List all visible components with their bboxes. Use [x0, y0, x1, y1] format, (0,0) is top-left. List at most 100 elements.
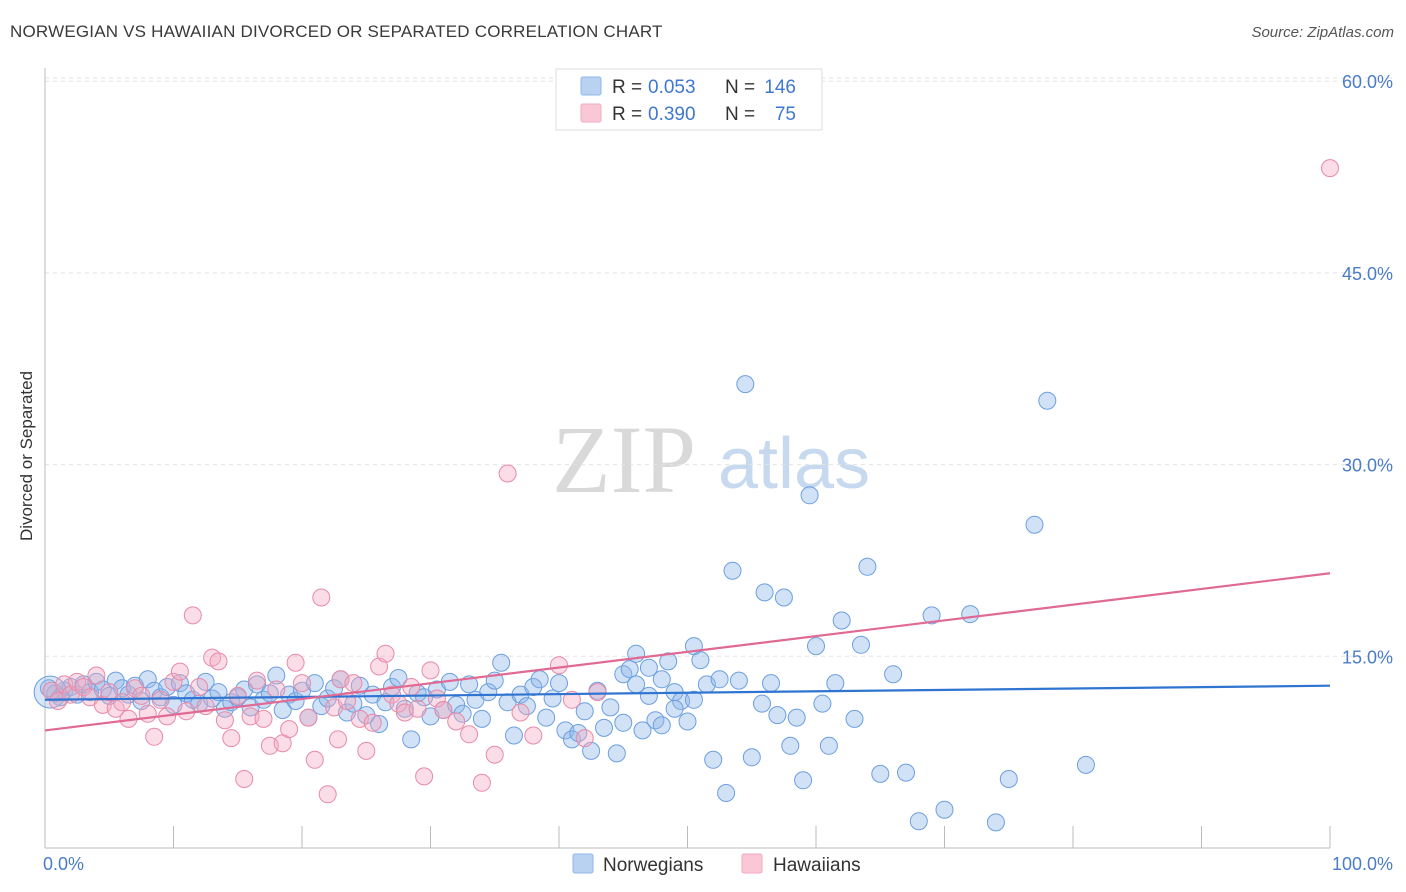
hawaiian-point [1321, 159, 1339, 178]
watermark-atlas: atlas [718, 424, 870, 504]
norwegian-point [723, 561, 742, 580]
hawaiian-point [485, 745, 504, 764]
norwegian-point [505, 726, 523, 745]
norwegian-point [710, 670, 729, 689]
hawaiian-point [415, 767, 434, 786]
hawaiian-point [87, 666, 106, 685]
hawaiian-point [472, 773, 491, 792]
y-tick-label: 15.0% [1342, 647, 1393, 667]
hawaiian-point [344, 674, 363, 693]
norwegian-point [794, 771, 813, 790]
norwegian-point [267, 666, 286, 685]
series-legend: Norwegians Hawaiians [572, 853, 861, 876]
hawaiians-trend-line [44, 572, 1331, 732]
x-tick-label-min: 0.0% [43, 854, 84, 874]
hawaiian-point [511, 703, 530, 722]
legend-n-label-1: N = [725, 77, 755, 98]
norwegian-point [832, 611, 851, 630]
norwegians-trend-line [44, 684, 1331, 701]
stats-legend: R = 0.053 N = 146 R = 0.390 N = 75 [555, 68, 823, 131]
hawaiian-point [132, 686, 151, 705]
norwegian-point [819, 736, 838, 755]
norwegian-point [472, 709, 491, 728]
hawaiian-point [209, 652, 228, 671]
norwegian-point [633, 721, 652, 740]
norwegian-point [575, 702, 594, 721]
hawaiian-point [125, 679, 144, 698]
hawaiian-point [562, 690, 581, 709]
grid: 15.0% 30.0% 45.0% 60.0% [45, 72, 1393, 667]
norwegian-point [620, 660, 639, 679]
norwegian-point [370, 715, 389, 733]
norwegian-point [517, 697, 536, 716]
hawaiian-point [447, 712, 466, 731]
hawaiian-point [434, 701, 453, 719]
hawaiian-point [228, 686, 247, 705]
hawaiian-point [376, 644, 395, 663]
norwegian-point [884, 665, 903, 684]
norwegian-point [639, 686, 658, 705]
norwegian-point [999, 770, 1018, 788]
legend-r-label-1: R = [612, 77, 642, 98]
norwegian-point [684, 690, 703, 709]
y-tick-label: 30.0% [1342, 456, 1393, 476]
norwegian-point [248, 675, 266, 694]
norwegian-point [871, 764, 890, 783]
norwegian-point [1025, 515, 1044, 534]
norwegian-point [1038, 391, 1057, 410]
norwegian-point [601, 698, 620, 717]
chart-title: NORWEGIAN VS HAWAIIAN DIVORCED OR SEPARA… [10, 22, 663, 41]
norwegian-point [762, 674, 780, 693]
norwegian-point [768, 706, 787, 725]
norwegian-point [781, 736, 800, 755]
norwegian-point [736, 375, 755, 394]
norwegians-points [33, 375, 1095, 832]
norwegian-point [742, 748, 761, 767]
norwegian-point [787, 708, 806, 727]
norwegian-point [852, 635, 870, 654]
legend-r-value-2: 0.390 [648, 104, 696, 125]
norwegian-point [652, 670, 671, 689]
legend-n-value-2: 75 [775, 104, 796, 125]
norwegian-point [402, 730, 421, 749]
norwegian-point [909, 812, 928, 831]
hawaiian-point [408, 699, 427, 718]
norwegian-point [376, 693, 395, 712]
hawaiian-point [305, 750, 324, 769]
hawaiian-point [312, 588, 331, 607]
norwegian-point [774, 588, 793, 607]
hawaiian-point [293, 674, 311, 693]
norwegian-point [209, 683, 228, 702]
norwegian-point [550, 674, 568, 693]
hawaiian-point [524, 726, 543, 745]
hawaiian-point [299, 708, 318, 727]
hawaiian-point [138, 704, 157, 723]
norwegian-point [755, 583, 774, 602]
x-tick-label-max: 100.0% [1332, 854, 1393, 874]
norwegian-point [807, 637, 825, 656]
hawaiian-point [145, 727, 164, 746]
norwegian-point [897, 763, 915, 782]
norwegian-point [492, 653, 511, 672]
norwegian-point [562, 730, 581, 749]
hawaiian-point [190, 678, 209, 696]
hawaiian-point [164, 672, 183, 691]
legend-norwegians-label: Norwegians [603, 855, 703, 876]
norwegian-point [595, 718, 613, 737]
hawaiian-point [74, 678, 93, 696]
norwegian-point [305, 674, 324, 693]
norwegian-point [106, 671, 125, 690]
norwegian-point [813, 694, 832, 713]
norwegian-point [845, 709, 864, 728]
norwegian-point [537, 708, 556, 727]
norwegian-point [614, 713, 633, 732]
source-credit: Source: ZipAtlas.com [1251, 24, 1394, 41]
hawaiian-point [498, 464, 517, 483]
hawaiian-point [267, 680, 286, 699]
norwegian-point [665, 699, 684, 718]
hawaiian-point [177, 702, 196, 721]
norwegian-point [639, 658, 658, 677]
legend-r-label-2: R = [612, 104, 642, 125]
norwegian-point [922, 606, 941, 625]
hawaiian-point [383, 685, 401, 704]
